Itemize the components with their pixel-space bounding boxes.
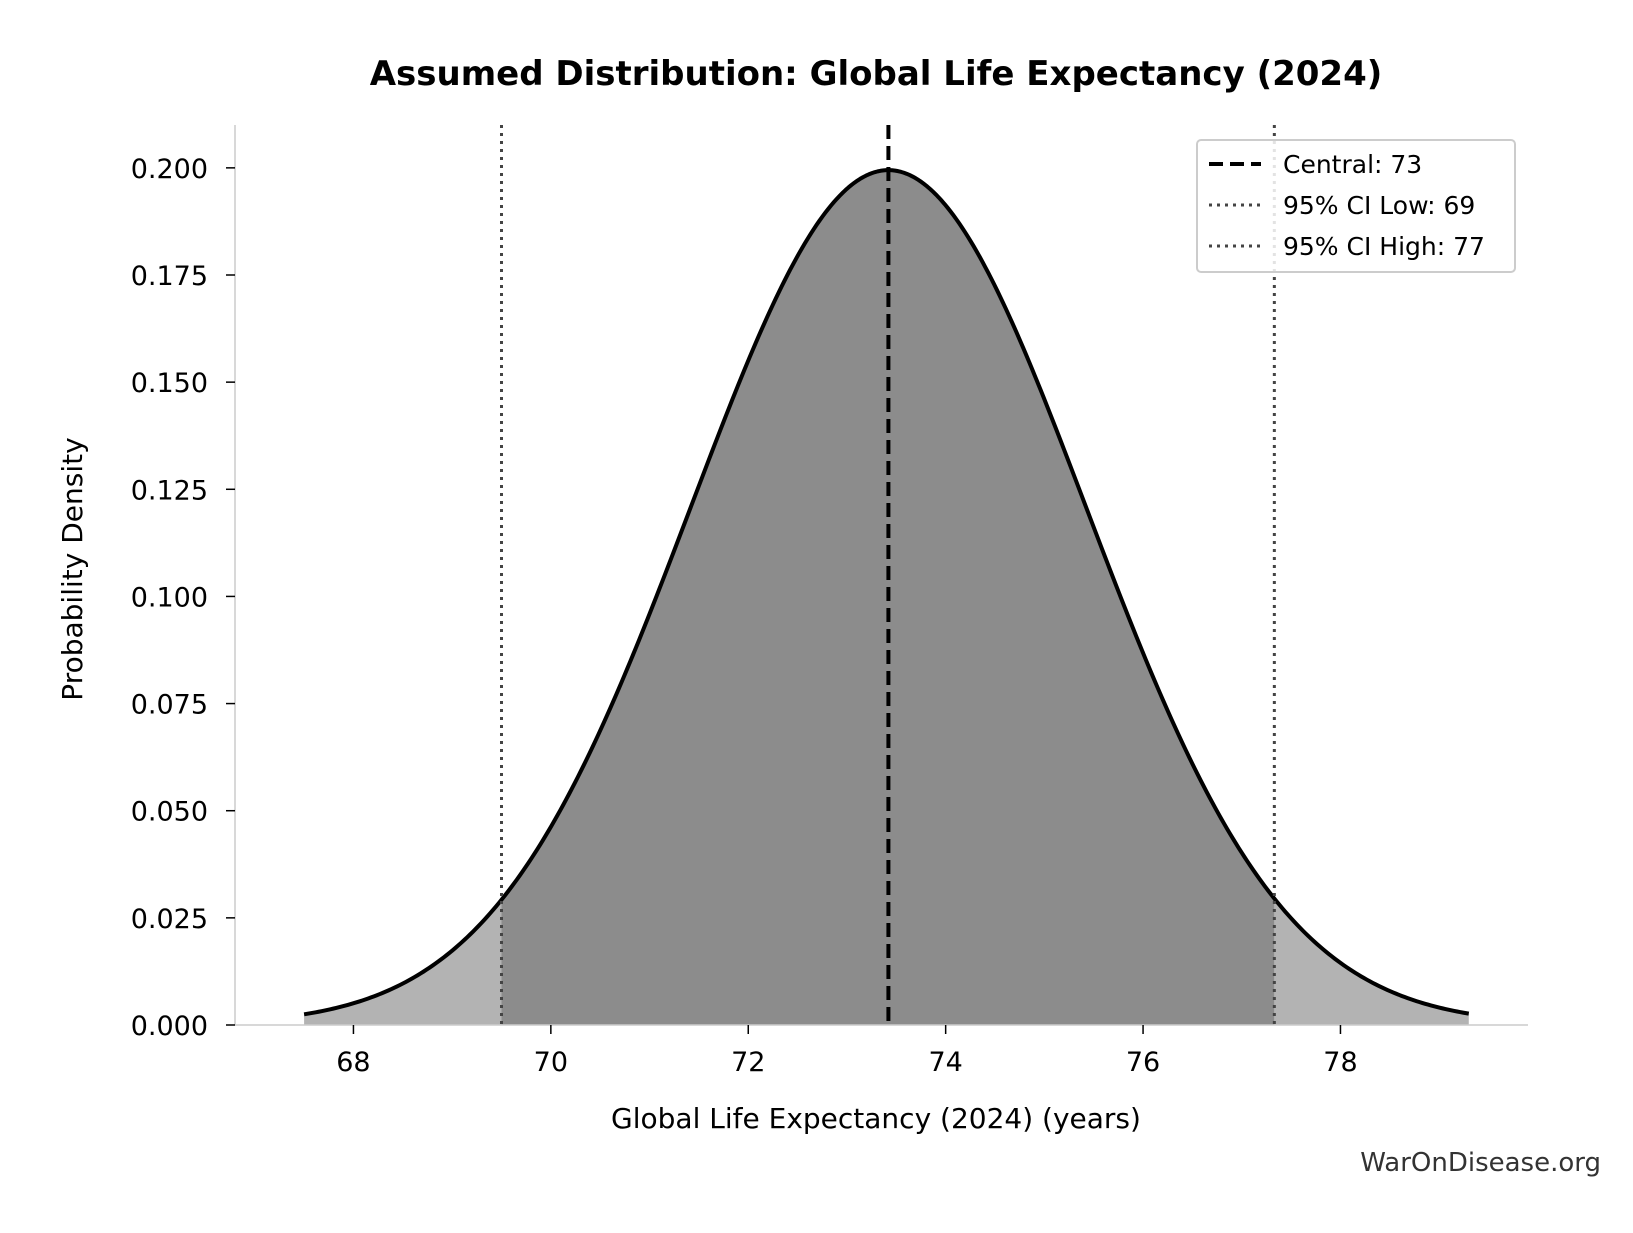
y-tick-label: 0.075 (131, 690, 208, 721)
watermark: WarOnDisease.org (1360, 1148, 1601, 1178)
legend-label: 95% CI High: 77 (1283, 232, 1485, 261)
y-tick-label: 0.150 (131, 368, 208, 399)
y-tick-label: 0.100 (131, 582, 208, 613)
legend-label: Central: 73 (1283, 150, 1422, 179)
y-tick-label: 0.050 (131, 797, 208, 828)
y-tick-label: 0.175 (131, 261, 208, 292)
x-tick-label: 78 (1323, 1047, 1357, 1078)
y-tick-label: 0.025 (131, 904, 208, 935)
x-tick-label: 74 (928, 1047, 962, 1078)
legend: Central: 73 95% CI Low: 69 95% CI High: 77 (1196, 139, 1516, 273)
tail-fill-left (304, 899, 502, 1025)
chart-title: Assumed Distribution: Global Life Expect… (370, 54, 1383, 94)
legend-box (1196, 139, 1516, 273)
x-tick-label: 70 (534, 1047, 568, 1078)
legend-label: 95% CI Low: 69 (1283, 191, 1475, 220)
x-tick-label: 76 (1126, 1047, 1160, 1078)
y-tick-label: 0.125 (131, 475, 208, 506)
tail-fill-right (1274, 898, 1469, 1025)
y-axis-label: Probability Density (56, 437, 89, 700)
y-tick-label: 0.000 (131, 1011, 208, 1042)
x-tick-label: 68 (336, 1047, 370, 1078)
plot-area: 68 70 72 74 76 78 0.000 0.025 0.050 0.075 0.100 0.1… (131, 125, 1528, 1078)
y-tick-label: 0.200 (131, 154, 208, 185)
x-tick-label: 72 (731, 1047, 765, 1078)
x-axis-label: Global Life Expectancy (2024) (years) (611, 1102, 1141, 1135)
